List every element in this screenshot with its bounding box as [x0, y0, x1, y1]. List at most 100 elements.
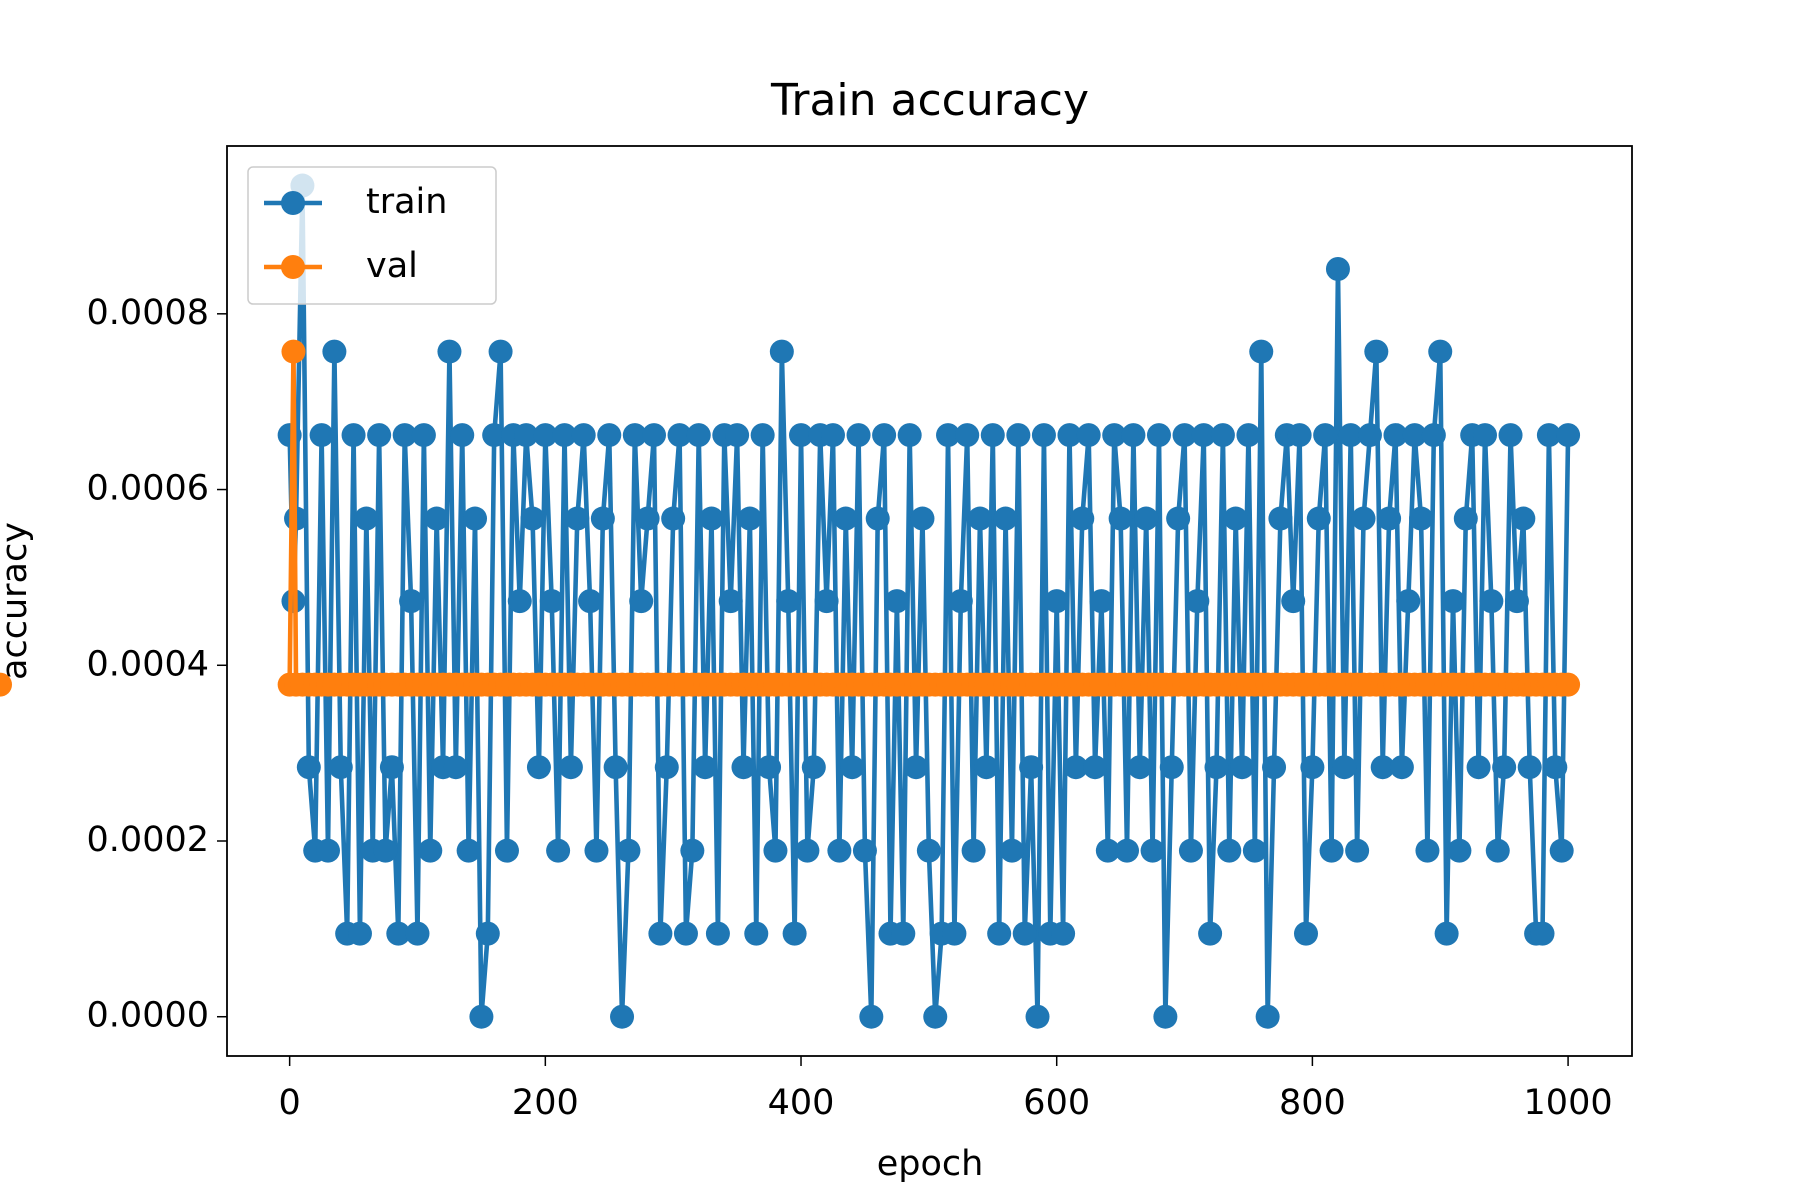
- series: [0, 339, 1581, 697]
- marker: [482, 423, 507, 448]
- marker: [1447, 838, 1472, 863]
- marker: [1428, 339, 1453, 364]
- legend-marker: [281, 191, 305, 215]
- marker: [1287, 423, 1312, 448]
- marker: [558, 755, 583, 780]
- marker: [1377, 506, 1402, 531]
- marker: [904, 755, 929, 780]
- marker: [1383, 423, 1408, 448]
- marker: [1057, 423, 1082, 448]
- marker: [693, 755, 718, 780]
- marker: [833, 506, 858, 531]
- legend-label: train: [366, 182, 447, 222]
- marker: [1134, 506, 1159, 531]
- marker: [1140, 838, 1165, 863]
- marker: [315, 838, 340, 863]
- marker: [974, 755, 999, 780]
- marker: [936, 423, 961, 448]
- marker: [1262, 755, 1287, 780]
- marker: [1415, 838, 1440, 863]
- marker: [1421, 423, 1446, 448]
- marker: [1556, 423, 1581, 448]
- marker: [1019, 755, 1044, 780]
- marker: [328, 755, 353, 780]
- marker: [999, 838, 1024, 863]
- marker: [776, 589, 801, 614]
- marker: [341, 423, 366, 448]
- marker: [322, 339, 347, 364]
- marker: [769, 339, 794, 364]
- marker: [1076, 423, 1101, 448]
- marker: [814, 589, 839, 614]
- marker: [1236, 423, 1261, 448]
- marker: [488, 339, 513, 364]
- marker: [1249, 339, 1274, 364]
- marker: [948, 589, 973, 614]
- marker: [789, 423, 814, 448]
- marker: [507, 589, 532, 614]
- marker: [1108, 506, 1133, 531]
- marker: [1178, 838, 1203, 863]
- series: [277, 173, 1581, 1029]
- marker: [1396, 589, 1421, 614]
- x-tick-label: 400: [768, 1083, 835, 1123]
- marker: [1185, 589, 1210, 614]
- marker: [635, 506, 660, 531]
- marker: [891, 921, 916, 946]
- marker: [1268, 506, 1293, 531]
- marker: [277, 423, 302, 448]
- marker: [987, 921, 1012, 946]
- marker: [520, 506, 545, 531]
- marker: [1549, 838, 1574, 863]
- marker: [1102, 423, 1127, 448]
- chart-title: Train accuracy: [770, 75, 1089, 126]
- marker: [865, 506, 890, 531]
- marker: [667, 423, 692, 448]
- marker: [1095, 838, 1120, 863]
- marker: [597, 423, 622, 448]
- marker: [347, 921, 372, 946]
- marker: [1434, 921, 1459, 946]
- marker: [526, 755, 551, 780]
- marker: [1089, 589, 1114, 614]
- marker: [411, 423, 436, 448]
- marker: [367, 423, 392, 448]
- y-tick-label: 0.0006: [87, 469, 209, 509]
- marker: [546, 838, 571, 863]
- x-tick-label: 600: [1023, 1083, 1090, 1123]
- marker: [463, 506, 488, 531]
- marker: [1198, 921, 1223, 946]
- marker: [1511, 506, 1536, 531]
- x-tick-label: 800: [1279, 1083, 1346, 1123]
- marker: [1364, 339, 1389, 364]
- marker: [405, 921, 430, 946]
- legend: train val: [247, 166, 497, 305]
- marker: [993, 506, 1018, 531]
- marker: [386, 921, 411, 946]
- marker: [1351, 506, 1376, 531]
- marker: [1159, 755, 1184, 780]
- marker: [1441, 589, 1466, 614]
- marker: [578, 589, 603, 614]
- marker: [456, 838, 481, 863]
- marker: [1389, 755, 1414, 780]
- marker: [603, 755, 628, 780]
- marker: [1306, 506, 1331, 531]
- marker: [354, 506, 379, 531]
- marker: [0, 672, 12, 697]
- marker: [1063, 755, 1088, 780]
- marker: [379, 755, 404, 780]
- marker: [1492, 755, 1517, 780]
- marker: [1012, 921, 1037, 946]
- marker: [552, 423, 577, 448]
- marker: [731, 755, 756, 780]
- marker: [1517, 755, 1542, 780]
- marker: [1370, 755, 1395, 780]
- marker: [757, 755, 782, 780]
- marker: [725, 423, 750, 448]
- y-tick-label: 0.0004: [87, 644, 209, 684]
- marker: [590, 506, 615, 531]
- marker: [846, 423, 871, 448]
- marker: [840, 755, 865, 780]
- marker: [610, 1004, 635, 1029]
